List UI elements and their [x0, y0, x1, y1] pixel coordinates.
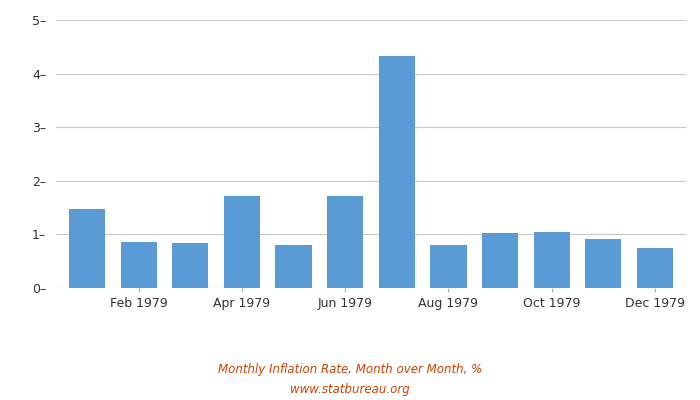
Bar [224, 196, 260, 288]
Legend: United Kingdom, 1979: United Kingdom, 1979 [276, 397, 466, 400]
Bar [637, 248, 673, 288]
Text: Monthly Inflation Rate, Month over Month, %: Monthly Inflation Rate, Month over Month… [218, 364, 482, 376]
Bar [172, 243, 209, 288]
Text: www.statbureau.org: www.statbureau.org [290, 384, 410, 396]
Bar [482, 233, 518, 288]
Bar [327, 196, 363, 288]
Bar [276, 244, 312, 288]
Bar [533, 232, 570, 288]
Bar [430, 244, 466, 288]
Bar [379, 56, 415, 288]
Bar [120, 242, 157, 288]
Bar [69, 209, 105, 288]
Bar [585, 239, 622, 288]
